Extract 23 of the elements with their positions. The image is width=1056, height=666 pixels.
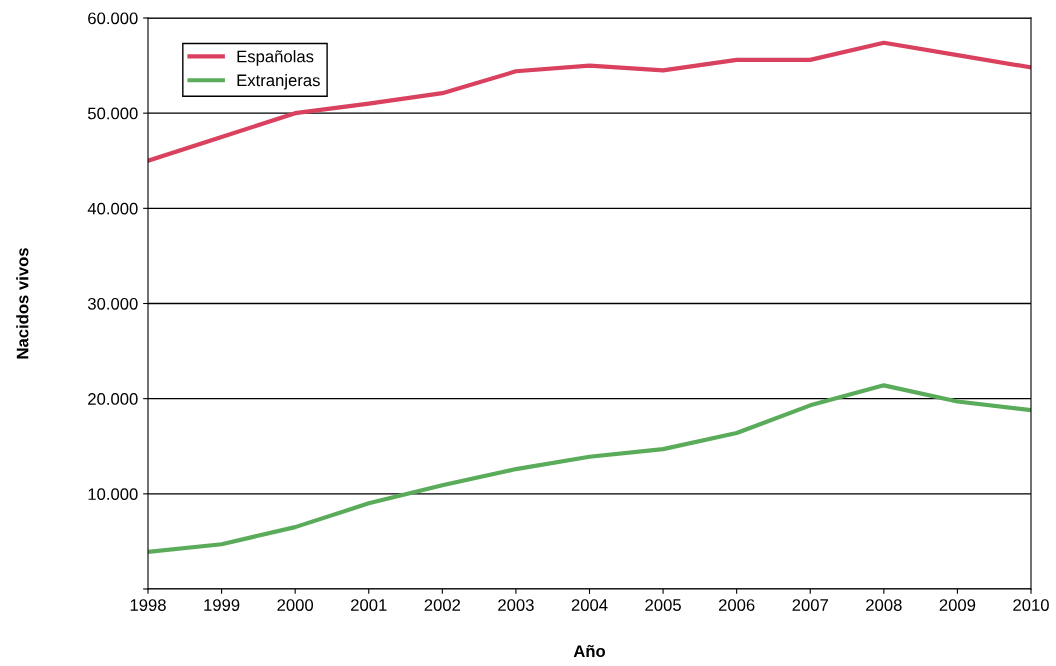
y-tick-label: 30.000 — [87, 297, 138, 310]
x-tick-label: 2002 — [424, 599, 461, 611]
y-tick-label: 10.000 — [88, 488, 138, 501]
x-tick-label: 2010 — [1013, 599, 1049, 611]
legend-label: Extranjeras — [237, 74, 320, 90]
x-tick-label: 2008 — [866, 599, 902, 611]
x-tick-label: 2003 — [498, 599, 534, 611]
y-axis-title: Nacidos vivos — [16, 248, 29, 359]
x-tick-label: 2000 — [277, 599, 314, 611]
x-tick-label: 2009 — [939, 599, 976, 611]
x-tick-label: 2004 — [571, 599, 608, 611]
y-tick-label: 60.000 — [88, 12, 138, 25]
x-axis-title: Año — [573, 644, 606, 658]
legend-label: Españolas — [237, 50, 314, 66]
y-tick-label: 50.000 — [87, 107, 138, 120]
x-tick-label: 1998 — [130, 599, 166, 611]
y-tick-label: 40.000 — [87, 202, 138, 215]
x-tick-label: 2006 — [718, 599, 755, 611]
x-tick-label: 1999 — [204, 599, 240, 611]
y-tick-label: 20.000 — [88, 393, 138, 405]
x-tick-label: 2007 — [792, 599, 828, 611]
x-tick-label: 2001 — [351, 599, 387, 611]
x-tick-label: 2005 — [645, 599, 681, 611]
